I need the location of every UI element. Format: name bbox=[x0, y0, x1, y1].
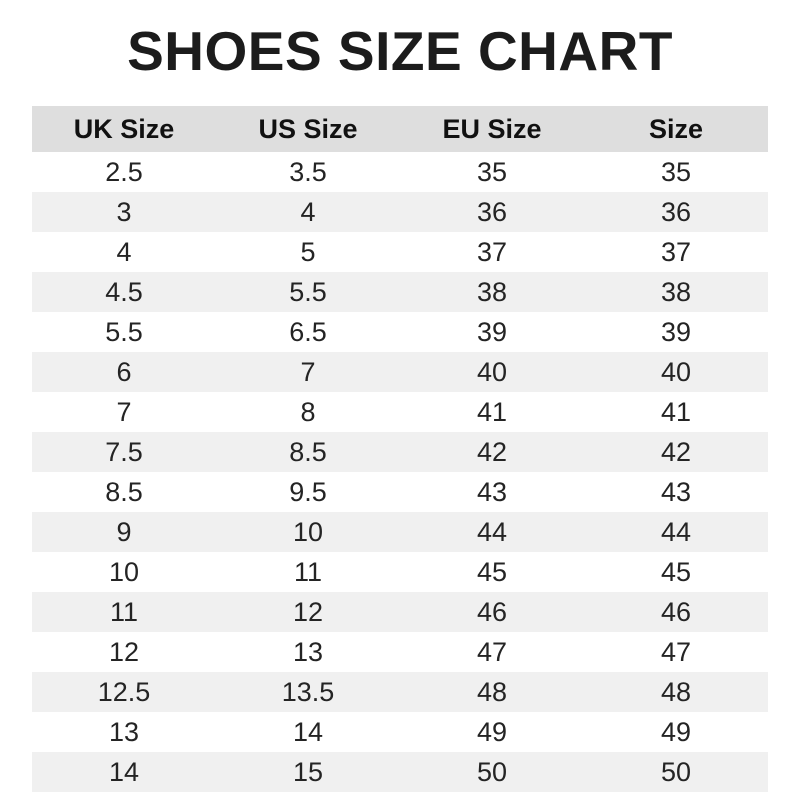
table-header: UK Size US Size EU Size Size bbox=[32, 106, 768, 152]
page-title: SHOES SIZE CHART bbox=[127, 20, 673, 82]
size-cell: 40 bbox=[584, 352, 768, 392]
column-header-size: Size bbox=[584, 106, 768, 152]
size-cell: 7 bbox=[32, 392, 216, 432]
size-cell: 8.5 bbox=[32, 472, 216, 512]
table-row: 5.5 6.5 39 39 bbox=[32, 312, 768, 352]
size-cell: 44 bbox=[400, 512, 584, 552]
size-cell: 4 bbox=[32, 232, 216, 272]
size-cell: 12 bbox=[32, 632, 216, 672]
size-cell: 7 bbox=[216, 352, 400, 392]
size-cell: 37 bbox=[400, 232, 584, 272]
table-row: 7.5 8.5 42 42 bbox=[32, 432, 768, 472]
size-cell: 40 bbox=[400, 352, 584, 392]
table-row: 4.5 5.5 38 38 bbox=[32, 272, 768, 312]
column-header-uk-size: UK Size bbox=[32, 106, 216, 152]
table-row: 6 7 40 40 bbox=[32, 352, 768, 392]
size-cell: 47 bbox=[584, 632, 768, 672]
size-cell: 38 bbox=[400, 272, 584, 312]
size-cell: 35 bbox=[400, 152, 584, 192]
size-cell: 50 bbox=[584, 752, 768, 792]
size-cell: 9 bbox=[32, 512, 216, 552]
size-cell: 8.5 bbox=[216, 432, 400, 472]
size-cell: 10 bbox=[216, 512, 400, 552]
table-row: 12.5 13.5 48 48 bbox=[32, 672, 768, 712]
header-row: UK Size US Size EU Size Size bbox=[32, 106, 768, 152]
size-cell: 12 bbox=[216, 592, 400, 632]
size-cell: 12.5 bbox=[32, 672, 216, 712]
table-row: 8.5 9.5 43 43 bbox=[32, 472, 768, 512]
table-body: 2.5 3.5 35 35 3 4 36 36 4 5 37 37 4.5 5.5 38 38 5.5 6.5 39… bbox=[32, 152, 768, 792]
size-cell: 9.5 bbox=[216, 472, 400, 512]
size-cell: 48 bbox=[584, 672, 768, 712]
size-cell: 42 bbox=[400, 432, 584, 472]
size-cell: 6 bbox=[32, 352, 216, 392]
size-cell: 41 bbox=[584, 392, 768, 432]
size-cell: 43 bbox=[400, 472, 584, 512]
size-cell: 49 bbox=[400, 712, 584, 752]
size-cell: 50 bbox=[400, 752, 584, 792]
size-cell: 5.5 bbox=[32, 312, 216, 352]
size-cell: 14 bbox=[32, 752, 216, 792]
size-cell: 2.5 bbox=[32, 152, 216, 192]
table-row: 10 11 45 45 bbox=[32, 552, 768, 592]
size-cell: 46 bbox=[400, 592, 584, 632]
size-cell: 3 bbox=[32, 192, 216, 232]
size-cell: 3.5 bbox=[216, 152, 400, 192]
size-cell: 7.5 bbox=[32, 432, 216, 472]
table-row: 7 8 41 41 bbox=[32, 392, 768, 432]
table-row: 9 10 44 44 bbox=[32, 512, 768, 552]
table-row: 2.5 3.5 35 35 bbox=[32, 152, 768, 192]
size-cell: 45 bbox=[584, 552, 768, 592]
size-cell: 5.5 bbox=[216, 272, 400, 312]
size-cell: 35 bbox=[584, 152, 768, 192]
size-cell: 37 bbox=[584, 232, 768, 272]
size-cell: 42 bbox=[584, 432, 768, 472]
size-cell: 49 bbox=[584, 712, 768, 752]
size-cell: 5 bbox=[216, 232, 400, 272]
size-cell: 45 bbox=[400, 552, 584, 592]
size-cell: 38 bbox=[584, 272, 768, 312]
size-cell: 36 bbox=[400, 192, 584, 232]
size-cell: 39 bbox=[584, 312, 768, 352]
size-cell: 36 bbox=[584, 192, 768, 232]
size-cell: 41 bbox=[400, 392, 584, 432]
table-row: 13 14 49 49 bbox=[32, 712, 768, 752]
table-row: 4 5 37 37 bbox=[32, 232, 768, 272]
size-cell: 46 bbox=[584, 592, 768, 632]
table-row: 14 15 50 50 bbox=[32, 752, 768, 792]
size-cell: 48 bbox=[400, 672, 584, 712]
size-cell: 43 bbox=[584, 472, 768, 512]
size-cell: 8 bbox=[216, 392, 400, 432]
size-cell: 47 bbox=[400, 632, 584, 672]
table-row: 3 4 36 36 bbox=[32, 192, 768, 232]
size-cell: 13 bbox=[216, 632, 400, 672]
table-row: 11 12 46 46 bbox=[32, 592, 768, 632]
size-chart-table: UK Size US Size EU Size Size 2.5 3.5 35 35 3 4 36… bbox=[32, 106, 768, 792]
size-cell: 11 bbox=[216, 552, 400, 592]
size-cell: 13 bbox=[32, 712, 216, 752]
size-cell: 4.5 bbox=[32, 272, 216, 312]
size-cell: 44 bbox=[584, 512, 768, 552]
size-cell: 39 bbox=[400, 312, 584, 352]
column-header-us-size: US Size bbox=[216, 106, 400, 152]
size-cell: 6.5 bbox=[216, 312, 400, 352]
size-cell: 11 bbox=[32, 592, 216, 632]
size-cell: 4 bbox=[216, 192, 400, 232]
size-cell: 15 bbox=[216, 752, 400, 792]
size-cell: 10 bbox=[32, 552, 216, 592]
size-cell: 13.5 bbox=[216, 672, 400, 712]
column-header-eu-size: EU Size bbox=[400, 106, 584, 152]
size-cell: 14 bbox=[216, 712, 400, 752]
table-row: 12 13 47 47 bbox=[32, 632, 768, 672]
